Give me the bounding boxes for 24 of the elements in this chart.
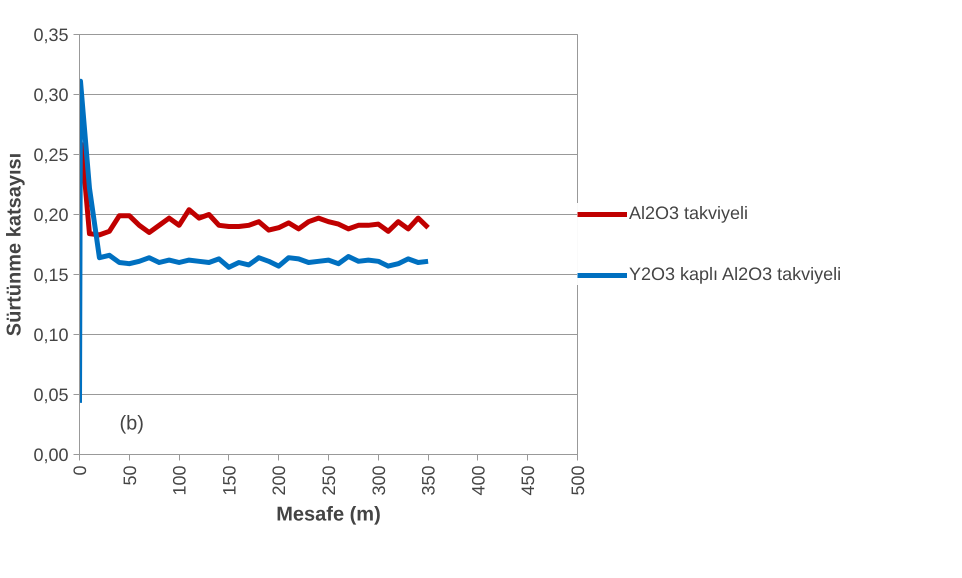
y-tick-label: 0,25 — [33, 145, 69, 165]
y-axis-title: Sürtünme katsayısı — [3, 152, 26, 336]
x-tick-label: 400 — [468, 465, 488, 496]
y-tick-label: 0,05 — [33, 385, 69, 405]
x-tick-label: 500 — [568, 465, 588, 496]
x-tick-label: 100 — [170, 465, 190, 496]
x-tick-label: 450 — [518, 465, 538, 496]
x-tick-label: 300 — [368, 465, 389, 496]
x-tick-label: 200 — [269, 465, 290, 496]
legend-label: Al2O3 takviyeli — [629, 203, 748, 224]
x-tick-label: 350 — [418, 465, 439, 496]
y-tick-label: 0,00 — [33, 445, 69, 465]
x-tick-label: 50 — [120, 465, 140, 486]
y-tick-label: 0,30 — [33, 85, 69, 105]
y-tick-label: 0,10 — [33, 325, 69, 345]
y-tick-label: 0,35 — [33, 25, 69, 45]
legend-label: Y2O3 kaplı Al2O3 takviyeli — [629, 264, 842, 285]
x-tick-label: 150 — [219, 465, 240, 496]
annotation: (b) — [120, 412, 144, 434]
x-tick-label: 250 — [319, 465, 339, 496]
x-axis-title: Mesafe (m) — [276, 504, 381, 526]
y-tick-label: 0,15 — [33, 265, 69, 285]
y-tick-label: 0,20 — [33, 205, 69, 225]
x-tick-label: 0 — [70, 465, 90, 476]
